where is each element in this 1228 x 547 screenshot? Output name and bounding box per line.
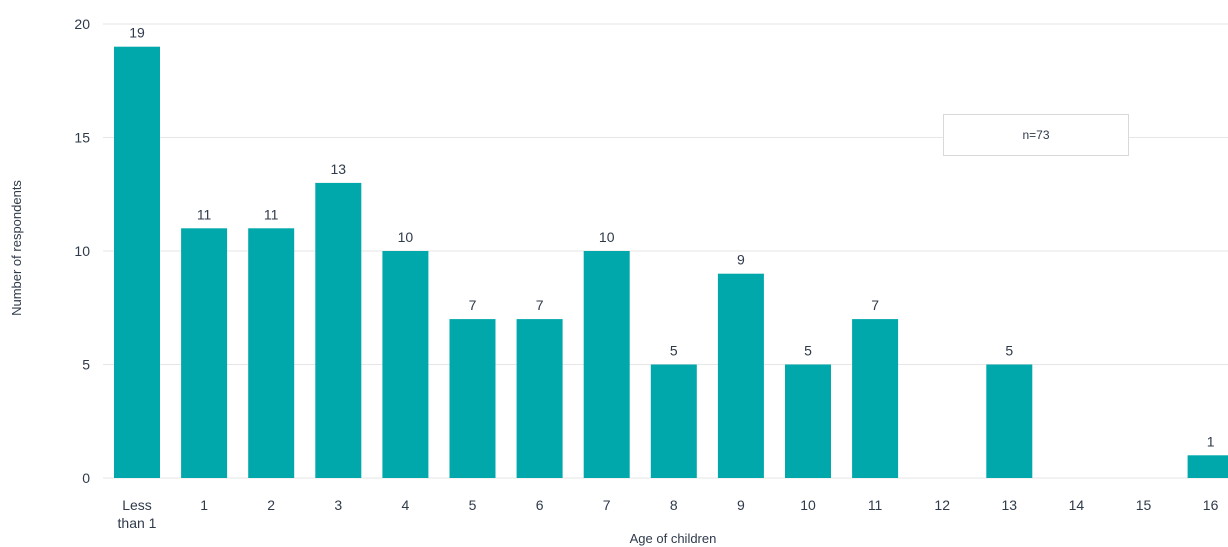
x-tick-label: 8 (670, 497, 678, 513)
bar (583, 251, 630, 478)
bar (785, 364, 831, 478)
x-tick-label: Less than 1 (118, 497, 157, 531)
x-tick-label: 16 (1203, 497, 1219, 513)
bar (852, 319, 899, 478)
bar (1187, 455, 1228, 478)
bar (248, 228, 295, 478)
bar (315, 182, 362, 478)
y-tick-label: 5 (82, 357, 90, 373)
data-label: 1 (1207, 433, 1215, 449)
y-tick-label: 20 (74, 16, 90, 32)
x-tick-label: 14 (1069, 497, 1085, 513)
bar (650, 364, 697, 478)
x-tick-label: 6 (536, 497, 544, 513)
bar (181, 228, 228, 478)
x-axis-title: Age of children (630, 531, 717, 546)
data-label: 5 (1005, 343, 1013, 359)
x-tick-label: 10 (800, 497, 816, 513)
data-label: 7 (536, 297, 544, 313)
data-label: 5 (670, 343, 678, 359)
data-label: 19 (129, 25, 145, 41)
data-label: 7 (469, 297, 477, 313)
x-tick-label: 11 (868, 497, 883, 513)
bar (382, 251, 429, 478)
y-axis-ticks: 0 5 10 15 20 (74, 16, 90, 486)
y-tick-label: 15 (74, 130, 90, 146)
bar (449, 319, 496, 478)
data-label: 5 (804, 343, 812, 359)
bar (986, 364, 1033, 478)
bar (114, 46, 160, 478)
x-tick-label: 7 (603, 497, 611, 513)
x-tick-label: 12 (934, 497, 950, 513)
x-tick-label: 15 (1136, 497, 1152, 513)
data-label: 11 (197, 206, 212, 222)
y-tick-label: 0 (82, 470, 90, 486)
y-tick-label: 10 (74, 243, 90, 259)
x-tick-label: 1 (200, 497, 208, 513)
bar (516, 319, 563, 478)
data-label: 10 (599, 229, 615, 245)
data-label: 11 (264, 206, 279, 222)
x-axis-ticks: Less than 11 2 3 4 5 6 7 8 9 10 11 12 13 14 15 16 (118, 497, 1219, 531)
data-label: 10 (398, 229, 414, 245)
bars (114, 46, 1228, 478)
data-label: 7 (871, 297, 879, 313)
x-tick-label: 3 (334, 497, 342, 513)
x-tick-label: 13 (1002, 497, 1018, 513)
y-axis-title: Number of respondents (9, 180, 24, 316)
data-labels: 19 11 11 13 10 7 7 10 5 9 5 7 5 1 (129, 25, 1214, 450)
bar (717, 273, 764, 478)
x-tick-label: 9 (737, 497, 745, 513)
x-tick-label: 4 (402, 497, 410, 513)
x-tick-label: 5 (469, 497, 477, 513)
x-tick-label: 2 (267, 497, 275, 513)
data-label: 13 (331, 161, 347, 177)
sample-size-note: n=73 (943, 114, 1129, 156)
data-label: 9 (737, 252, 745, 268)
